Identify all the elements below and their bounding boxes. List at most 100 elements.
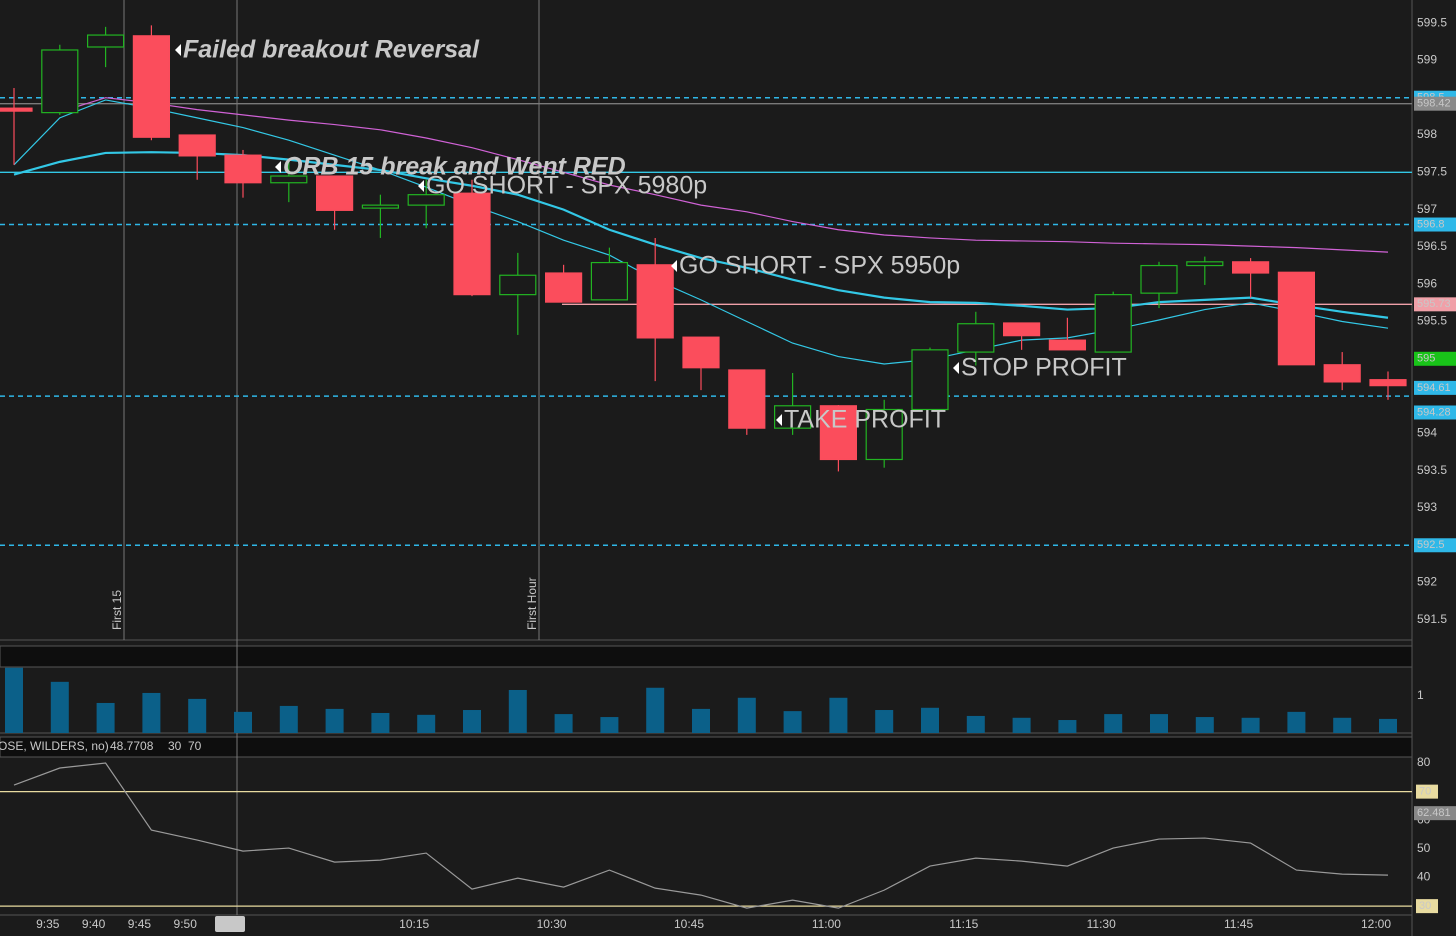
rsi-tick-label: 40 — [1417, 870, 1431, 884]
candle-body — [682, 336, 720, 369]
annotation: TAKE PROFIT — [784, 406, 946, 434]
volume-bar — [737, 697, 756, 733]
price-tick-label: 597 — [1417, 202, 1437, 216]
candle-body — [361, 204, 399, 209]
volume-bar — [646, 687, 665, 733]
candle-body — [1323, 364, 1361, 383]
candle-body — [41, 49, 79, 114]
rsi-tick-label: 80 — [1417, 755, 1431, 769]
x-tick-label: 10:30 — [537, 917, 567, 931]
annotation: Failed breakout Reversal — [183, 36, 480, 64]
rsi-level-tag — [1416, 784, 1438, 799]
candle-body — [865, 408, 903, 461]
candle-body — [911, 349, 949, 411]
price-tick-label: 596 — [1417, 276, 1437, 290]
x-tick-label: 9:35 — [36, 917, 60, 931]
volume-bar — [1287, 711, 1306, 733]
price-tag-label: 595 — [1417, 353, 1435, 365]
price-tick-label: 594 — [1417, 426, 1437, 440]
price-tag — [1414, 405, 1456, 420]
x-tick-label: 9:55 — [218, 917, 242, 931]
candle-body — [270, 175, 308, 184]
volume-bar — [5, 667, 23, 733]
x-tick-label: 9:50 — [174, 917, 198, 931]
price-tag — [1414, 217, 1456, 232]
candle-body — [1277, 271, 1316, 366]
candle-body — [1369, 379, 1407, 387]
price-tick-label: 599 — [1417, 53, 1437, 67]
candle-body — [590, 261, 629, 301]
candle-body — [224, 154, 262, 184]
session-marker-label: First 15 — [110, 590, 124, 630]
price-tag — [1414, 96, 1456, 111]
candle-body — [1186, 261, 1224, 267]
rsi-level-tag-label: 70 — [1419, 786, 1431, 798]
candle-body — [86, 34, 125, 48]
volume-bar — [142, 692, 161, 733]
volume-bar — [1195, 717, 1214, 733]
price-tick-label: 593.5 — [1417, 463, 1447, 477]
annotation: GO SHORT - SPX 5980p — [426, 172, 707, 200]
price-tag-label: 598.42 — [1417, 98, 1451, 110]
volume-bar — [692, 708, 710, 733]
price-tick-label: 596.5 — [1417, 239, 1447, 253]
rsi-level-tag-label: 30 — [1419, 900, 1431, 912]
candle-body — [178, 134, 216, 157]
x-tick-label: 10:15 — [399, 917, 429, 931]
price-tick-label: 599.5 — [1417, 15, 1447, 29]
price-tick-label: 598 — [1417, 127, 1437, 141]
candle-body — [819, 405, 858, 461]
candle-body — [1048, 339, 1087, 351]
annotation-pointer — [275, 161, 281, 173]
candle-body — [499, 274, 537, 296]
volume-bar — [1058, 720, 1077, 733]
x-tick-label: 12:00 — [1361, 917, 1391, 931]
price-tick-label: 597.5 — [1417, 164, 1447, 178]
volume-bar — [234, 711, 252, 733]
moving-average — [13, 99, 1389, 365]
volume-header — [0, 645, 1413, 668]
x-tick-label: 11:15 — [949, 917, 978, 931]
candle-body — [728, 369, 766, 429]
candle-body — [0, 107, 33, 112]
price-tick-label: 592 — [1417, 575, 1437, 589]
candle-body — [453, 192, 491, 296]
rsi-line — [13, 762, 1389, 909]
annotation-pointer — [175, 44, 181, 56]
rsi-tick-label: 50 — [1417, 841, 1431, 855]
session-marker-label: First Hour — [525, 577, 539, 630]
volume-bar — [875, 710, 894, 733]
x-tick-label: 11:30 — [1087, 917, 1116, 931]
x-tick-label: 9:40 — [82, 917, 106, 931]
rsi-header-level: 30 — [168, 739, 182, 753]
candle-body — [957, 323, 995, 353]
volume-bar — [325, 708, 344, 733]
volume-bar — [1012, 717, 1031, 733]
volume-bar — [1104, 714, 1123, 733]
price-tick-label: 595.5 — [1417, 314, 1447, 328]
x-tick-label: 10:45 — [674, 917, 704, 931]
volume-bar — [371, 712, 390, 733]
volume-tick-label: 1 — [1417, 688, 1424, 702]
candle-body — [1231, 261, 1270, 274]
rsi-current-label: 62.481 — [1417, 807, 1451, 819]
rsi-level-tag — [1416, 899, 1438, 914]
x-tick-label: 11:45 — [1224, 917, 1253, 931]
candle-body — [1002, 322, 1041, 337]
price-tag — [1414, 538, 1456, 553]
price-tag — [1414, 297, 1456, 312]
annotation: STOP PROFIT — [961, 354, 1127, 382]
price-tag — [1414, 380, 1456, 395]
price-tag-label: 594.28 — [1417, 406, 1451, 418]
annotation: GO SHORT - SPX 5950p — [679, 252, 960, 280]
volume-bar — [1150, 714, 1168, 733]
price-tick-label: 591.5 — [1417, 612, 1447, 626]
moving-average — [59, 97, 1389, 253]
volume-bar — [463, 710, 481, 733]
price-tag-label: 595.73 — [1417, 298, 1451, 310]
volume-bar — [188, 698, 207, 733]
x-tick-label: 11:00 — [812, 917, 841, 931]
crosshair-time-box — [215, 916, 245, 932]
annotation-pointer — [418, 180, 424, 192]
